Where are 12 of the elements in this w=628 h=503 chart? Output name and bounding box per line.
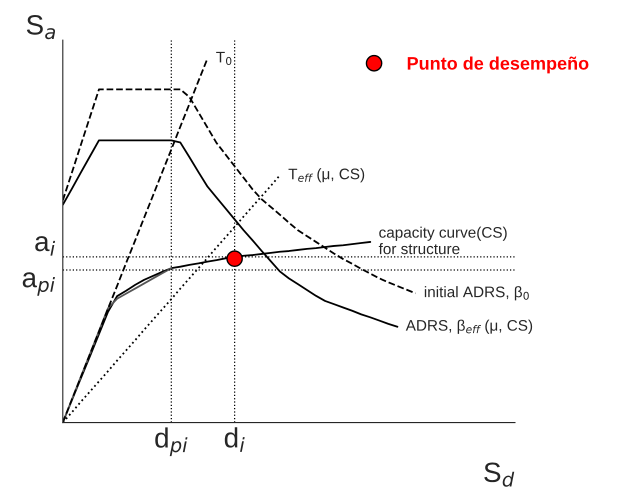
y-axis-title: S$_{a}$ (26, 15, 56, 40)
x-tick-label: d$_{pi}$ (155, 427, 188, 456)
series-label: ADRS, β$_{eff}$ (μ, CS) (406, 320, 532, 334)
series-label: initial ADRS, β$_{0}$ (424, 286, 529, 300)
x-axis-title: S$_{d}$ (484, 462, 514, 487)
x-tick-label: d$_{i}$ (224, 427, 245, 452)
series-label: capacity curve(CS) for structure (378, 226, 507, 254)
ref-line-label: a$_{pi}$ (22, 272, 55, 296)
series-label: T$_{0}$ (216, 52, 232, 66)
legend-label: Punto de desempeño (408, 56, 588, 74)
series-label: T$_{eff}$ (μ, CS) (288, 168, 364, 182)
ref-line-label: a$_{i}$ (35, 236, 56, 256)
